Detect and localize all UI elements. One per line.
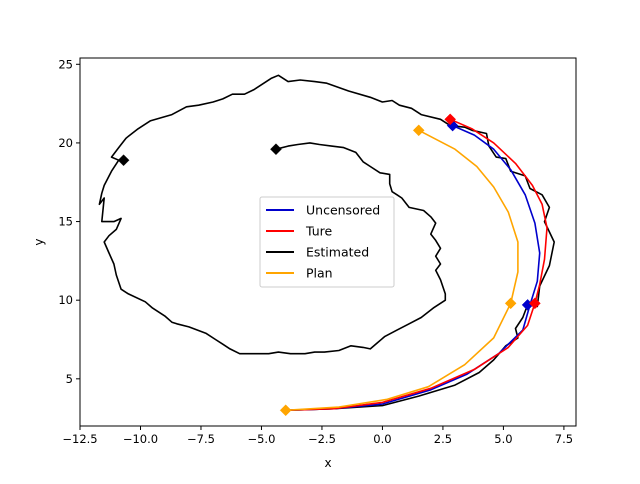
legend-label-estimated: Estimated (306, 245, 369, 260)
y-tick-label: 10 (58, 293, 73, 307)
legend: Uncensored Ture Estimated Plan (259, 196, 395, 288)
y-tick-label: 25 (58, 57, 73, 71)
legend-label-ture: Ture (305, 224, 333, 239)
marker-plan-1 (504, 297, 517, 310)
x-tick-label: −2.5 (308, 432, 336, 446)
series-line-ture (284, 118, 548, 412)
x-tick-label: −5.0 (247, 432, 275, 446)
x-axis-label: x (324, 456, 331, 470)
x-axis-ticks: −12.5 −10.0 −7.5 −5.0 −2.5 0.0 2.5 5.0 7.5 (62, 426, 573, 446)
x-tick-label: 0.0 (373, 432, 391, 446)
x-tick-label: −10.0 (123, 432, 158, 446)
y-tick-label: 20 (58, 136, 73, 150)
x-tick-label: 5.0 (494, 432, 512, 446)
marker-layer (117, 113, 541, 417)
marker-estimated-1 (117, 154, 130, 167)
plot-frame (79, 57, 577, 427)
series-line-estimated (98, 74, 555, 412)
legend-label-plan: Plan (306, 266, 333, 281)
y-tick-label: 15 (58, 215, 73, 229)
x-tick-label: 7.5 (555, 432, 573, 446)
x-tick-label: 2.5 (434, 432, 452, 446)
marker-ture-1 (529, 297, 541, 310)
legend-box (259, 196, 395, 288)
series-line-uncensored (284, 124, 541, 412)
series-layer (98, 74, 555, 412)
series-line-plan (284, 129, 519, 412)
x-tick-label: −7.5 (187, 432, 215, 446)
y-tick-label: 5 (66, 372, 73, 386)
y-axis-label: y (32, 238, 46, 245)
marker-plan-2 (279, 404, 292, 417)
legend-label-uncensored: Uncensored (306, 203, 380, 218)
marker-estimated-0 (270, 143, 282, 156)
y-axis-ticks: 5 10 15 20 25 (58, 57, 80, 386)
x-tick-label: −12.5 (62, 432, 97, 446)
marker-plan-0 (412, 124, 425, 137)
marker-ture-0 (444, 113, 457, 126)
